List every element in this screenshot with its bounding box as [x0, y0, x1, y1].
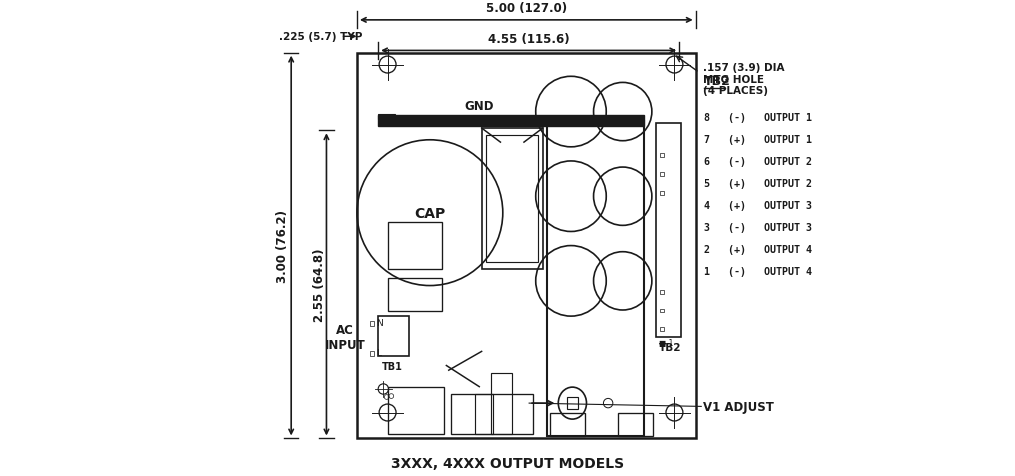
- Bar: [661, 154, 664, 158]
- Bar: [661, 290, 664, 294]
- Text: TB2: TB2: [704, 75, 731, 88]
- Text: 2.55 (64.8): 2.55 (64.8): [313, 248, 326, 321]
- Bar: [486, 136, 538, 262]
- Bar: [379, 317, 409, 357]
- Bar: [388, 223, 442, 269]
- Bar: [388, 387, 444, 434]
- Text: TB1: TB1: [382, 361, 402, 371]
- Text: V1 ADJUST: V1 ADJUST: [702, 400, 773, 413]
- Bar: [475, 394, 493, 434]
- Text: CAP: CAP: [414, 206, 446, 220]
- Bar: [547, 122, 644, 436]
- Text: 4.55 (115.6): 4.55 (115.6): [488, 33, 569, 46]
- Bar: [550, 413, 585, 436]
- Bar: [369, 352, 375, 357]
- Text: 6   (-)   OUTPUT 2: 6 (-) OUTPUT 2: [704, 157, 812, 167]
- Text: 7   (+)   OUTPUT 1: 7 (+) OUTPUT 1: [704, 134, 812, 144]
- Text: 5   (+)   OUTPUT 2: 5 (+) OUTPUT 2: [704, 178, 812, 188]
- Text: 2   (+)   OUTPUT 4: 2 (+) OUTPUT 4: [704, 245, 812, 255]
- Text: .157 (3.9) DIA
MTG HOLE
(4 PLACES): .157 (3.9) DIA MTG HOLE (4 PLACES): [702, 63, 785, 96]
- Bar: [491, 373, 513, 434]
- Text: 8   (-)   OUTPUT 1: 8 (-) OUTPUT 1: [704, 112, 812, 122]
- Bar: [661, 327, 664, 331]
- Text: 3XXX, 4XXX OUTPUT MODELS: 3XXX, 4XXX OUTPUT MODELS: [391, 456, 624, 470]
- Text: N: N: [377, 318, 383, 327]
- Text: L: L: [377, 348, 382, 357]
- Text: GND: GND: [465, 99, 494, 112]
- Bar: [618, 413, 654, 436]
- Bar: [388, 279, 442, 312]
- Bar: [661, 192, 664, 195]
- Bar: [379, 115, 395, 119]
- Text: 3   (-)   OUTPUT 3: 3 (-) OUTPUT 3: [704, 223, 812, 233]
- Bar: [661, 309, 664, 313]
- Bar: [357, 54, 695, 438]
- Bar: [379, 116, 644, 127]
- Text: .225 (5.7) TYP: .225 (5.7) TYP: [279, 32, 362, 42]
- Bar: [482, 129, 543, 269]
- Text: 4   (+)   OUTPUT 3: 4 (+) OUTPUT 3: [704, 200, 812, 210]
- Text: TB2: TB2: [659, 342, 681, 352]
- Text: 1   (-)   OUTPUT 4: 1 (-) OUTPUT 4: [704, 267, 812, 277]
- Bar: [451, 394, 533, 434]
- Bar: [369, 321, 375, 326]
- Bar: [661, 173, 664, 177]
- Text: AC
INPUT: AC INPUT: [325, 324, 365, 352]
- Text: 5.00 (127.0): 5.00 (127.0): [486, 2, 566, 15]
- Text: 3.00 (76.2): 3.00 (76.2): [276, 209, 289, 282]
- Text: ■ 1: ■ 1: [660, 338, 674, 347]
- Bar: [656, 124, 681, 337]
- Bar: [567, 397, 578, 409]
